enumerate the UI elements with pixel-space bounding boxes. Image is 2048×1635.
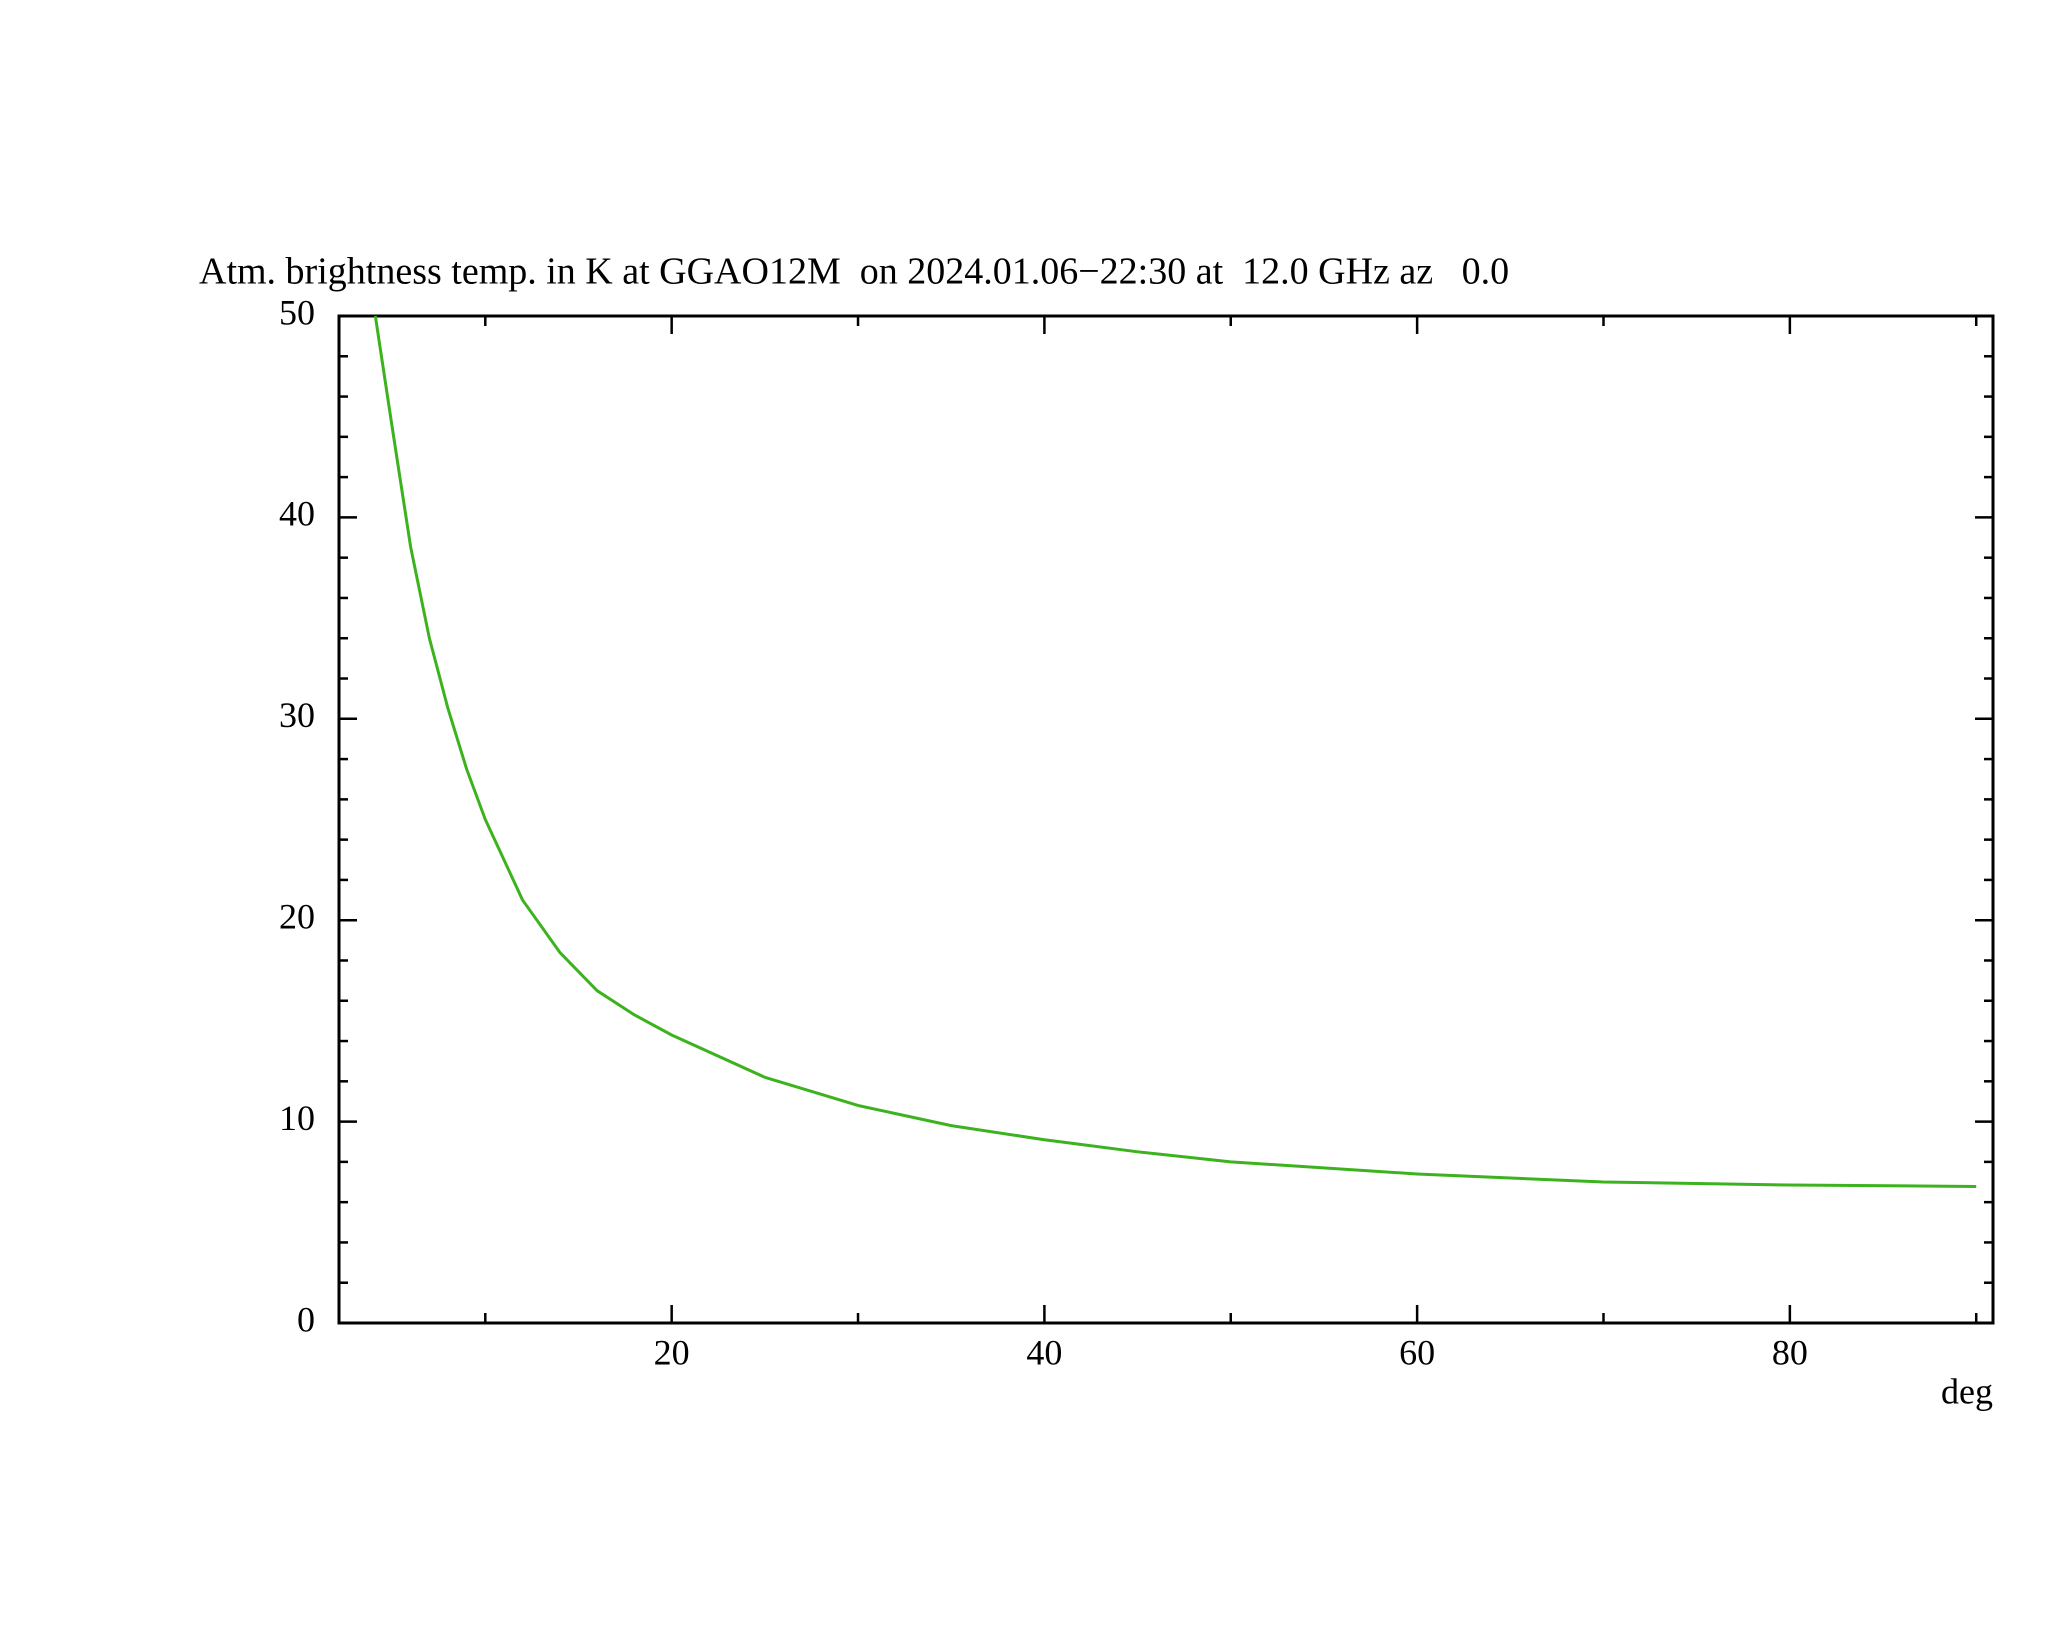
y-tick-label: 40 bbox=[279, 494, 315, 534]
plot-frame bbox=[337, 314, 1995, 1325]
y-tick-label: 30 bbox=[279, 695, 315, 735]
y-tick-label: 20 bbox=[279, 896, 315, 936]
y-tick-label: 0 bbox=[297, 1299, 315, 1339]
x-tick-label: 40 bbox=[1026, 1332, 1062, 1372]
x-axis-label: deg bbox=[1941, 1371, 1993, 1411]
y-tick-label: 50 bbox=[279, 292, 315, 332]
y-tick-label: 10 bbox=[279, 1098, 315, 1138]
chart-title: Atm. brightness temp. in K at GGAO12M on… bbox=[199, 251, 1509, 293]
data-line bbox=[373, 315, 1977, 1188]
x-tick-label: 20 bbox=[654, 1332, 690, 1372]
x-tick-label: 80 bbox=[1772, 1332, 1808, 1372]
x-tick-label: 60 bbox=[1399, 1332, 1435, 1372]
